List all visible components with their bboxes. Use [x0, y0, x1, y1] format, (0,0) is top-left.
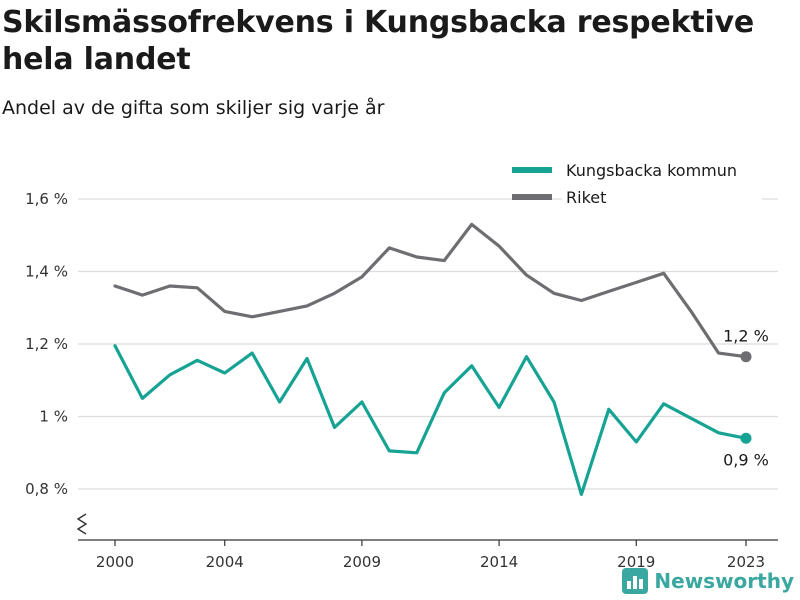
gridlines: [78, 198, 778, 490]
x-tick-label: 2009: [343, 553, 381, 571]
end-point: [740, 351, 752, 363]
x-tick-label: 2000: [96, 553, 134, 571]
x-tick-label: 2019: [617, 553, 655, 571]
end-point: [740, 432, 752, 444]
y-tick-label: 1,4 %: [25, 263, 68, 281]
end-label: 0,9 %: [723, 450, 769, 469]
legend: Kungsbacka kommun Riket: [512, 158, 762, 207]
brand-name: Newsworthy: [654, 569, 794, 593]
legend-swatch: [512, 167, 552, 173]
x-tick-label: 2023: [727, 553, 765, 571]
legend-label-bg: [562, 185, 762, 207]
newsworthy-logo: Newsworthy: [622, 568, 794, 594]
y-tick-label: 1,2 %: [25, 335, 68, 353]
legend-label: Kungsbacka kommun: [566, 161, 737, 180]
axis-break-icon: [76, 513, 88, 535]
y-axis-ticks: 0,8 % 1 % 1,2 % 1,4 % 1,6 %: [25, 190, 68, 498]
legend-label-bg: [562, 158, 762, 180]
y-tick-label: 1 %: [39, 408, 68, 426]
x-axis: 2000 2004 2009 2014 2019 2023: [76, 513, 778, 571]
end-label: 1,2 %: [723, 327, 769, 346]
y-tick-label: 0,8 %: [25, 480, 68, 498]
y-tick-label: 1,6 %: [25, 190, 68, 208]
legend-label: Riket: [566, 188, 606, 207]
chart-subtitle: Andel av de gifta som skiljer sig varje …: [2, 97, 385, 119]
chart-title: Skilsmässofrekvens i Kungsbacka respekti…: [2, 5, 755, 77]
series-line-riket: [113, 222, 748, 359]
bar-chart-logo-icon: [622, 568, 649, 594]
series-line-kungsbacka: [113, 344, 748, 496]
end-labels: 0,9 % 1,2 %: [723, 327, 769, 470]
series-lines: [113, 222, 748, 496]
legend-swatch: [512, 194, 552, 200]
x-tick-label: 2004: [206, 553, 244, 571]
x-tick-label: 2014: [480, 553, 518, 571]
